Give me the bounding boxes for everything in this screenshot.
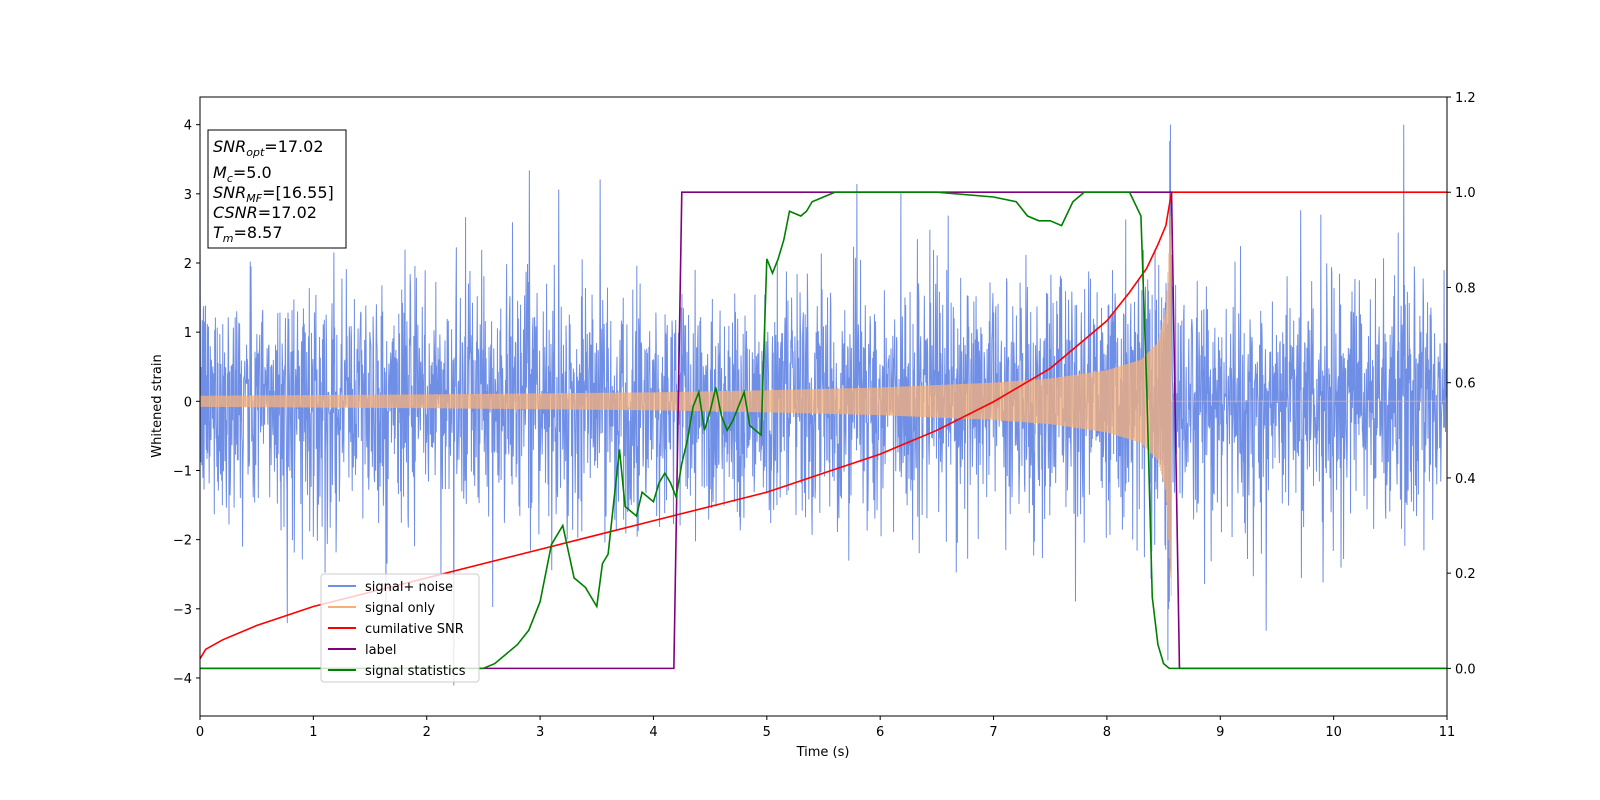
legend-entry: signal only [365, 601, 435, 616]
series-signal-noise [200, 124, 1447, 686]
mc-text: Mc=5.0 [213, 163, 272, 185]
x-tick-label: 1 [309, 725, 317, 740]
legend: signal+ noise signal only cumilative SNR la… [320, 573, 480, 683]
x-tick-label: 6 [876, 725, 884, 740]
y-right-tick-label: 0.4 [1455, 472, 1476, 487]
x-axis: 0 1 2 3 4 5 6 7 8 9 10 11 [196, 716, 1455, 740]
y-right-tick-label: 0.2 [1455, 567, 1476, 582]
snr-opt-text: SNRopt=17.02 [213, 137, 324, 159]
x-tick-label: 8 [1103, 725, 1111, 740]
snr-mf-text: SNRMF=[16.55] [213, 183, 334, 205]
x-tick-label: 0 [196, 725, 204, 740]
csnr-text: CSNR=17.02 [213, 203, 317, 222]
series-signal-statistics [200, 191, 1447, 670]
x-tick-label: 3 [536, 725, 544, 740]
y-left-tick-label: 1 [184, 326, 192, 341]
y-left-tick-label: 0 [184, 395, 192, 410]
x-tick-label: 4 [649, 725, 657, 740]
plot-frame [199, 96, 1448, 717]
x-tick-label: 7 [989, 725, 997, 740]
x-tick-label: 10 [1325, 725, 1342, 740]
tm-text: Tm=8.57 [213, 223, 283, 245]
y-right-tick-label: 0.6 [1455, 377, 1476, 392]
y-right-tick-label: 1.0 [1455, 186, 1476, 201]
y-axis-label: Whitened strain [150, 354, 165, 457]
y-right-tick-label: 0.0 [1455, 662, 1476, 677]
y-right-tick-label: 0.8 [1455, 281, 1476, 296]
y-left-tick-label: −4 [173, 672, 192, 687]
y-left-tick-label: 3 [184, 188, 192, 203]
y-right-tick-label: 1.2 [1455, 91, 1476, 106]
annotation-box: SNRopt=17.02 Mc=5.0 SNRMF=[16.55] CSNR=1… [207, 129, 347, 249]
x-tick-label: 9 [1216, 725, 1224, 740]
y-axis-left: −4 −3 −2 −1 0 1 2 3 4 [173, 119, 200, 687]
x-tick-label: 11 [1439, 725, 1456, 740]
y-axis-right: 0.0 0.2 0.4 0.6 0.8 1.0 1.2 [1447, 91, 1476, 677]
plot-series [200, 124, 1447, 686]
legend-entry: label [365, 643, 396, 658]
legend-entry: signal+ noise [365, 580, 453, 595]
y-left-tick-label: −1 [173, 464, 192, 479]
series-signal-only [200, 216, 1447, 596]
x-axis-label: Time (s) [796, 745, 850, 760]
series-cumulative-snr [200, 191, 1447, 660]
y-left-tick-label: −2 [173, 534, 192, 549]
y-left-tick-label: 2 [184, 257, 192, 272]
y-left-tick-label: 4 [184, 119, 192, 134]
x-tick-label: 2 [423, 725, 431, 740]
legend-entry: signal statistics [365, 664, 466, 679]
legend-entry: cumilative SNR [365, 622, 464, 637]
y-left-tick-label: −3 [173, 603, 192, 618]
x-tick-label: 5 [763, 725, 771, 740]
